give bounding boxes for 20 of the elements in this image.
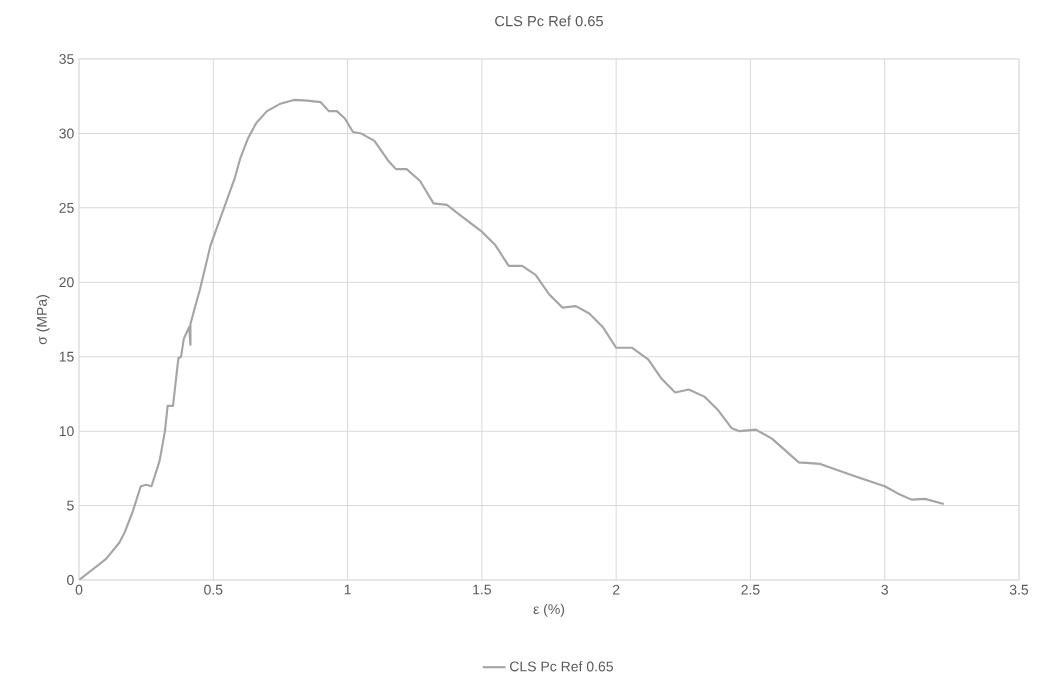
x-tick-label: 2 [612, 584, 620, 595]
x-tick-label: 0.5 [204, 584, 223, 595]
y-tick-label: 20 [59, 277, 74, 288]
x-axis-title: ε (%) [533, 603, 565, 617]
y-tick-label: 15 [59, 351, 74, 362]
y-tick-label: 25 [59, 202, 74, 213]
y-tick-label: 0 [67, 575, 74, 585]
x-tick-label: 3.5 [1009, 584, 1029, 595]
x-tick-label: 1.5 [473, 584, 491, 595]
x-tick-label: 3 [881, 584, 888, 595]
x-tick-label: 2.5 [741, 584, 760, 595]
y-tick-label: 35 [59, 54, 74, 64]
y-axis-title: σ (MPa) [36, 295, 50, 345]
legend-label: CLS Pc Ref 0.65 [510, 661, 613, 672]
y-tick-label: 10 [59, 426, 74, 437]
x-tick-label: 1 [344, 584, 351, 595]
chart-title: CLS Pc Ref 0.65 [495, 15, 603, 27]
y-tick-label: 30 [59, 128, 74, 139]
y-tick-label: 5 [67, 500, 74, 511]
x-tick-label: 0 [75, 584, 83, 595]
